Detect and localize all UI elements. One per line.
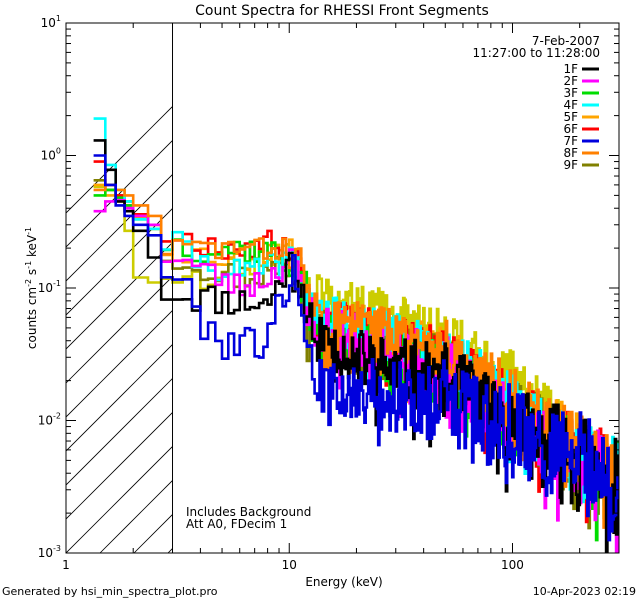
y-tick-label-exponent: 1	[56, 14, 61, 23]
x-tick-label: 1	[62, 558, 70, 572]
annotation-attenuator: Att A0, FDecim 1	[186, 517, 287, 531]
y-tick-label-base: 10	[41, 16, 56, 30]
legend-label-6f: 6F	[563, 122, 578, 136]
y-tick-label-exponent: -2	[53, 412, 61, 421]
y-axis-label-sup-2: -1	[24, 261, 33, 269]
x-axis-label: Energy (keV)	[305, 575, 382, 589]
y-tick-label-base: 10	[38, 414, 53, 428]
y-axis-label-mid-1: s	[25, 269, 39, 279]
y-axis-label-mid-2: keV	[25, 234, 39, 261]
footer-timestamp: 10-Apr-2023 02:19	[533, 585, 636, 598]
footer-generated-by: Generated by hsi_min_spectra_plot.pro	[2, 585, 218, 598]
x-tick-labels: 1 10 100	[62, 558, 524, 572]
y-tick-label: 101	[41, 14, 61, 30]
legend-time-range: 11:27:00 to 11:28:00	[473, 46, 600, 60]
y-tick-label: 10-3	[38, 544, 61, 560]
y-tick-label-base: 10	[41, 149, 56, 163]
legend-label-5f: 5F	[563, 110, 578, 124]
x-tick-label: 10	[282, 558, 297, 572]
series-line-7f	[93, 154, 619, 542]
hatch-line	[66, 105, 173, 214]
legend-label-8f: 8F	[563, 146, 578, 160]
y-tick-label-exponent: -3	[53, 544, 61, 553]
legend-label-1f: 1F	[563, 62, 578, 76]
hatch-line	[66, 207, 173, 316]
legend-label-3f: 3F	[563, 86, 578, 100]
legend-label-7f: 7F	[563, 134, 578, 148]
axis-ticks	[65, 23, 620, 554]
hatch-line	[66, 411, 173, 520]
hatch-line	[66, 445, 173, 553]
legend-label-4f: 4F	[563, 98, 578, 112]
hatch-line	[66, 241, 173, 350]
y-tick-label-base: 10	[38, 281, 53, 295]
y-axis-label-sup-1: -2	[24, 279, 33, 287]
hatch-line	[66, 377, 173, 486]
y-tick-label-exponent: -1	[53, 279, 61, 288]
series-group	[93, 117, 619, 553]
y-tick-label: 10-2	[38, 412, 61, 428]
y-tick-label: 10-1	[38, 279, 61, 295]
chart-title: Count Spectra for RHESSI Front Segments	[195, 3, 489, 19]
x-tick-label: 100	[501, 558, 524, 572]
y-tick-label-exponent: 0	[56, 147, 61, 156]
y-axis-label: counts cm-2 s-1 keV-1	[24, 227, 39, 349]
y-tick-label-base: 10	[38, 546, 53, 560]
legend-label-9f: 9F	[563, 158, 578, 172]
annotation-background: Includes Background	[186, 505, 311, 519]
y-axis-label-base: counts cm	[25, 287, 39, 349]
legend-label-2f: 2F	[563, 74, 578, 88]
legend-date: 7-Feb-2007	[532, 34, 600, 48]
y-axis-label-sup-3: -1	[24, 227, 33, 235]
y-tick-label: 100	[41, 147, 61, 163]
